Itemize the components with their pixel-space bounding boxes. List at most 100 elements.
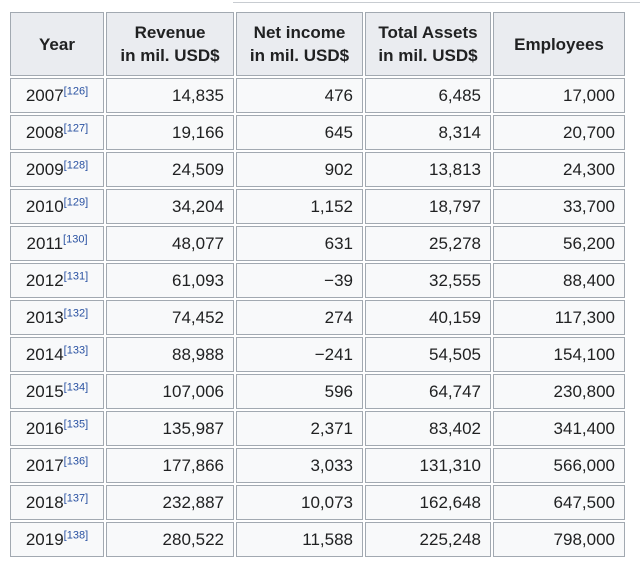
net-income-cell: 2,371 xyxy=(236,411,363,446)
reference-link[interactable]: [126] xyxy=(64,85,88,97)
revenue-cell: 61,093 xyxy=(106,263,234,298)
employees-cell: 798,000 xyxy=(493,522,625,557)
year-cell: 2011[130] xyxy=(10,226,104,261)
table-row: 2007[126] 14,835 476 6,485 17,000 xyxy=(10,78,625,113)
year-cell: 2012[131] xyxy=(10,263,104,298)
year-cell: 2016[135] xyxy=(10,411,104,446)
reference-link[interactable]: [135] xyxy=(64,418,88,430)
net-income-cell: 631 xyxy=(236,226,363,261)
year-label: 2014 xyxy=(26,345,64,364)
table-body: 2007[126] 14,835 476 6,485 17,000 2008[1… xyxy=(10,78,625,557)
revenue-cell: 232,887 xyxy=(106,485,234,520)
revenue-cell: 14,835 xyxy=(106,78,234,113)
col-header-revenue: Revenue in mil. USD$ xyxy=(106,12,234,76)
employees-cell: 566,000 xyxy=(493,448,625,483)
year-label: 2010 xyxy=(26,197,64,216)
reference-link[interactable]: [132] xyxy=(64,307,88,319)
reference-superscript: [134] xyxy=(64,381,88,393)
col-header-sublabel: in mil. USD$ xyxy=(241,44,358,67)
revenue-cell: 48,077 xyxy=(106,226,234,261)
net-income-cell: −241 xyxy=(236,337,363,372)
employees-cell: 117,300 xyxy=(493,300,625,335)
year-label: 2011 xyxy=(26,234,63,253)
col-header-sublabel: in mil. USD$ xyxy=(370,44,486,67)
reference-superscript: [127] xyxy=(64,122,88,134)
reference-link[interactable]: [127] xyxy=(64,122,88,134)
table-row: 2009[128] 24,509 902 13,813 24,300 xyxy=(10,152,625,187)
employees-cell: 341,400 xyxy=(493,411,625,446)
col-header-employees: Employees xyxy=(493,12,625,76)
net-income-cell: 596 xyxy=(236,374,363,409)
table-row: 2014[133] 88,988 −241 54,505 154,100 xyxy=(10,337,625,372)
total-assets-cell: 8,314 xyxy=(365,115,491,150)
cropped-element-edge xyxy=(233,2,640,3)
revenue-cell: 107,006 xyxy=(106,374,234,409)
reference-link[interactable]: [128] xyxy=(64,159,88,171)
net-income-cell: 11,588 xyxy=(236,522,363,557)
reference-link[interactable]: [129] xyxy=(64,196,88,208)
reference-link[interactable]: [136] xyxy=(64,455,88,467)
reference-link[interactable]: [138] xyxy=(64,529,88,541)
net-income-cell: 902 xyxy=(236,152,363,187)
reference-superscript: [138] xyxy=(64,529,88,541)
total-assets-cell: 13,813 xyxy=(365,152,491,187)
reference-link[interactable]: [131] xyxy=(64,270,88,282)
revenue-cell: 24,509 xyxy=(106,152,234,187)
year-cell: 2017[136] xyxy=(10,448,104,483)
table-row: 2013[132] 74,452 274 40,159 117,300 xyxy=(10,300,625,335)
year-cell: 2010[129] xyxy=(10,189,104,224)
year-cell: 2009[128] xyxy=(10,152,104,187)
revenue-cell: 280,522 xyxy=(106,522,234,557)
year-label: 2018 xyxy=(26,493,64,512)
table-row: 2016[135] 135,987 2,371 83,402 341,400 xyxy=(10,411,625,446)
net-income-cell: −39 xyxy=(236,263,363,298)
total-assets-cell: 6,485 xyxy=(365,78,491,113)
employees-cell: 56,200 xyxy=(493,226,625,261)
net-income-cell: 274 xyxy=(236,300,363,335)
page: Year Revenue in mil. USD$ Net income in … xyxy=(0,0,640,572)
reference-link[interactable]: [134] xyxy=(64,381,88,393)
total-assets-cell: 40,159 xyxy=(365,300,491,335)
reference-superscript: [133] xyxy=(64,344,88,356)
table-row: 2011[130] 48,077 631 25,278 56,200 xyxy=(10,226,625,261)
reference-link[interactable]: [137] xyxy=(64,492,88,504)
net-income-cell: 3,033 xyxy=(236,448,363,483)
year-label: 2019 xyxy=(26,530,64,549)
reference-link[interactable]: [130] xyxy=(63,233,87,245)
col-header-total-assets: Total Assets in mil. USD$ xyxy=(365,12,491,76)
revenue-cell: 34,204 xyxy=(106,189,234,224)
year-cell: 2007[126] xyxy=(10,78,104,113)
year-label: 2016 xyxy=(26,419,64,438)
col-header-label: Total Assets xyxy=(370,21,486,44)
table-row: 2015[134] 107,006 596 64,747 230,800 xyxy=(10,374,625,409)
reference-superscript: [130] xyxy=(63,233,87,245)
revenue-cell: 135,987 xyxy=(106,411,234,446)
total-assets-cell: 25,278 xyxy=(365,226,491,261)
table-row: 2018[137] 232,887 10,073 162,648 647,500 xyxy=(10,485,625,520)
total-assets-cell: 32,555 xyxy=(365,263,491,298)
year-cell: 2008[127] xyxy=(10,115,104,150)
employees-cell: 20,700 xyxy=(493,115,625,150)
col-header-year: Year xyxy=(10,12,104,76)
total-assets-cell: 54,505 xyxy=(365,337,491,372)
reference-link[interactable]: [133] xyxy=(64,344,88,356)
col-header-sublabel: in mil. USD$ xyxy=(111,44,229,67)
reference-superscript: [132] xyxy=(64,307,88,319)
employees-cell: 33,700 xyxy=(493,189,625,224)
header-row: Year Revenue in mil. USD$ Net income in … xyxy=(10,12,625,76)
table-row: 2012[131] 61,093 −39 32,555 88,400 xyxy=(10,263,625,298)
col-header-net-income: Net income in mil. USD$ xyxy=(236,12,363,76)
employees-cell: 230,800 xyxy=(493,374,625,409)
net-income-cell: 10,073 xyxy=(236,485,363,520)
reference-superscript: [126] xyxy=(64,85,88,97)
reference-superscript: [136] xyxy=(64,455,88,467)
net-income-cell: 645 xyxy=(236,115,363,150)
employees-cell: 17,000 xyxy=(493,78,625,113)
revenue-cell: 19,166 xyxy=(106,115,234,150)
table-row: 2008[127] 19,166 645 8,314 20,700 xyxy=(10,115,625,150)
financials-table: Year Revenue in mil. USD$ Net income in … xyxy=(8,10,627,559)
year-cell: 2014[133] xyxy=(10,337,104,372)
revenue-cell: 74,452 xyxy=(106,300,234,335)
total-assets-cell: 131,310 xyxy=(365,448,491,483)
year-cell: 2019[138] xyxy=(10,522,104,557)
